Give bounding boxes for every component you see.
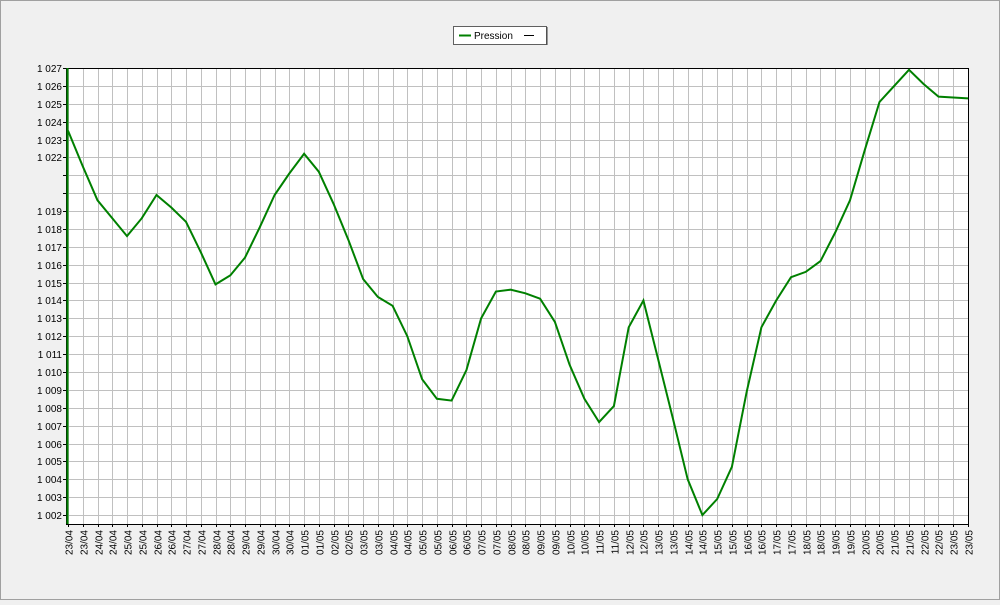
- x-tick-label: 02/05: [345, 530, 356, 555]
- y-tick-label: 1 024: [37, 118, 62, 129]
- x-tick-label: 23/04: [80, 530, 91, 555]
- y-tick-label: 1 006: [37, 440, 62, 451]
- x-tick-label: 22/05: [935, 530, 946, 555]
- x-tick-label: 19/05: [832, 530, 843, 555]
- x-tick-label: 01/05: [301, 530, 312, 555]
- x-tick-label: 29/04: [242, 530, 253, 555]
- x-tick-label: 07/05: [493, 530, 504, 555]
- x-tick-label: 18/05: [817, 530, 828, 555]
- y-tick-label: 1 023: [37, 136, 62, 147]
- y-tick-label: 1 011: [38, 350, 63, 361]
- y-tick-label: 1 008: [37, 404, 62, 415]
- y-tick-label: 1 003: [37, 493, 62, 504]
- x-tick-label: 20/05: [862, 530, 873, 555]
- x-tick-label: 25/04: [124, 530, 135, 555]
- x-tick-label: 24/04: [109, 530, 120, 555]
- y-tick-label: 1 007: [37, 422, 62, 433]
- x-tick-label: 03/05: [375, 530, 386, 555]
- x-tick-label: 27/04: [183, 530, 194, 555]
- x-tick-label: 01/05: [316, 530, 327, 555]
- y-tick-label: 1 005: [37, 457, 62, 468]
- x-tick-label: 03/05: [360, 530, 371, 555]
- y-tick-label: 1 018: [37, 225, 62, 236]
- series-line: [67, 68, 969, 517]
- y-tick-label: 1 027: [37, 64, 62, 75]
- x-tick-label: 27/04: [198, 530, 209, 555]
- x-tick-label: 06/05: [463, 530, 474, 555]
- x-tick-label: 15/05: [729, 530, 740, 555]
- y-tick-label: 1 019: [37, 207, 62, 218]
- y-tick-label: 1 025: [37, 100, 62, 111]
- x-tick-label: 04/05: [390, 530, 401, 555]
- y-tick-label: 1 017: [37, 243, 62, 254]
- x-tick-label: 26/04: [168, 530, 179, 555]
- legend-label: Pression: [474, 31, 513, 42]
- x-tick-label: 18/05: [803, 530, 814, 555]
- y-tick-label: 1 013: [37, 314, 62, 325]
- y-tick-label: 1 004: [37, 475, 62, 486]
- y-tick-label: 1 022: [37, 153, 62, 164]
- x-tick-label: 30/04: [286, 530, 297, 555]
- x-tick-label: 14/05: [685, 530, 696, 555]
- y-tick-label: 1 026: [37, 82, 62, 93]
- x-tick-label: 02/05: [331, 530, 342, 555]
- x-tick-label: 21/05: [891, 530, 902, 555]
- x-tick-label: 06/05: [449, 530, 460, 555]
- x-tick-label: 10/05: [581, 530, 592, 555]
- x-tick-label: 26/04: [154, 530, 165, 555]
- x-tick-label: 21/05: [906, 530, 917, 555]
- x-tick-label: 09/05: [552, 530, 563, 555]
- x-tick-label: 10/05: [567, 530, 578, 555]
- y-tick-label: 1 014: [37, 296, 62, 307]
- x-tick-label: 25/04: [139, 530, 150, 555]
- x-tick-label: 09/05: [537, 530, 548, 555]
- x-tick-label: 28/04: [213, 530, 224, 555]
- x-tick-label: 12/05: [640, 530, 651, 555]
- x-tick-label: 23/05: [965, 530, 976, 555]
- x-tick-label: 16/05: [744, 530, 755, 555]
- x-tick-label: 08/05: [522, 530, 533, 555]
- y-tick-label: 1 009: [37, 386, 62, 397]
- x-tick-label: 30/04: [272, 530, 283, 555]
- x-tick-label: 23/05: [950, 530, 961, 555]
- x-tick-label: 07/05: [478, 530, 489, 555]
- x-tick-label: 23/04: [65, 530, 76, 555]
- x-tick-label: 12/05: [626, 530, 637, 555]
- x-tick-label: 13/05: [670, 530, 681, 555]
- x-tick-label: 17/05: [773, 530, 784, 555]
- y-tick-label: 1 010: [37, 368, 62, 379]
- y-tick-label: 1 016: [37, 261, 62, 272]
- x-tick-label: 15/05: [714, 530, 725, 555]
- y-tick-label: 1 012: [37, 332, 62, 343]
- x-tick-label: 17/05: [788, 530, 799, 555]
- legend: Pression: [453, 26, 548, 45]
- y-tick-label: 1 002: [37, 511, 62, 522]
- x-tick-label: 11/05: [611, 530, 622, 555]
- x-tick-label: 16/05: [758, 530, 769, 555]
- y-tick-label: 1 015: [37, 279, 62, 290]
- x-tick-label: 13/05: [655, 530, 666, 555]
- x-tick-label: 19/05: [847, 530, 858, 555]
- x-tick-label: 24/04: [95, 530, 106, 555]
- x-tick-label: 14/05: [699, 530, 710, 555]
- x-tick-label: 11/05: [596, 530, 607, 555]
- x-tick-label: 29/04: [257, 530, 268, 555]
- x-tick-label: 20/05: [876, 530, 887, 555]
- x-tick-label: 05/05: [434, 530, 445, 555]
- x-tick-label: 08/05: [508, 530, 519, 555]
- x-tick-label: 28/04: [227, 530, 238, 555]
- x-tick-label: 04/05: [404, 530, 415, 555]
- x-tick-label: 05/05: [419, 530, 430, 555]
- x-tick-label: 22/05: [921, 530, 932, 555]
